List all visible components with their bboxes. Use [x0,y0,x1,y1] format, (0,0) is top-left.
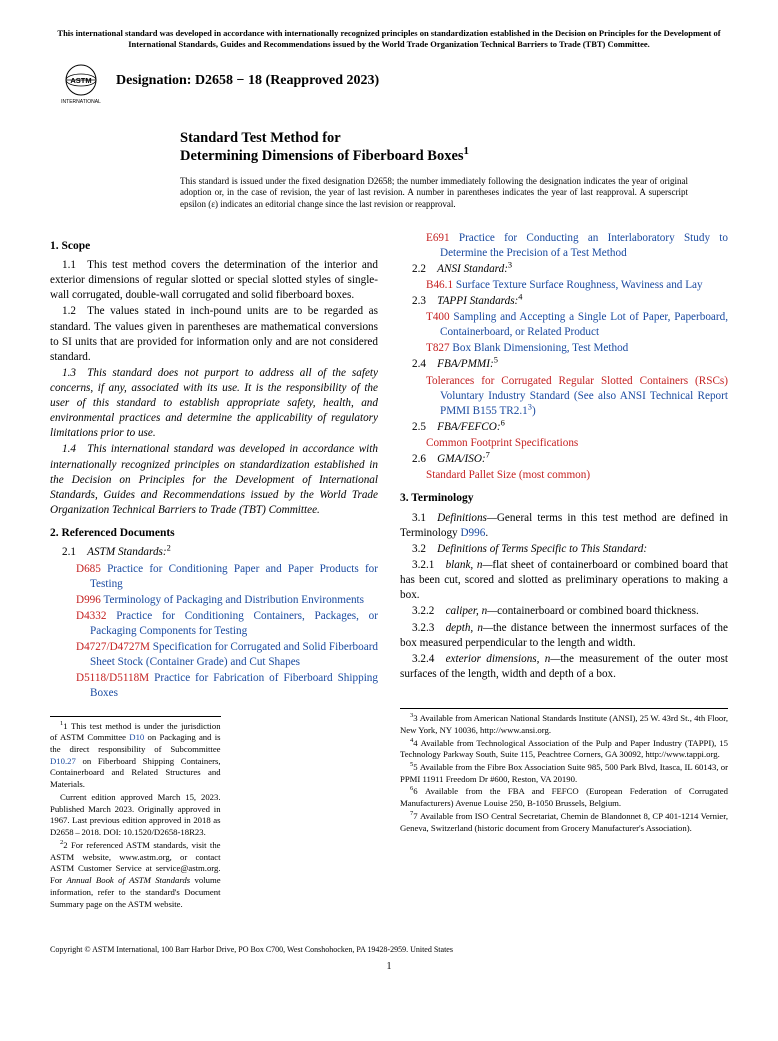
para-3-2: 3.2 Definitions of Terms Specific to Thi… [400,542,728,557]
left-column: 1. Scope 1.1 This test method covers the… [50,231,378,912]
para-3-2-4: 3.2.4 exterior dimensions, n—the measure… [400,652,728,682]
designation-text: Designation: D2658 − 18 (Reapproved 2023… [116,72,379,91]
body-columns: 1. Scope 1.1 This test method covers the… [50,231,728,912]
astm-logo: ASTM INTERNATIONAL [56,63,106,105]
ref-rsc[interactable]: Tolerances for Corrugated Regular Slotte… [400,374,728,419]
para-2-2: 2.2 ANSI Standard:3 [400,262,728,277]
document-title: Standard Test Method for Determining Dim… [180,129,728,165]
svg-text:INTERNATIONAL: INTERNATIONAL [61,99,101,105]
ref-d685[interactable]: D685 Practice for Conditioning Paper and… [50,562,378,592]
terminology-heading: 3. Terminology [400,491,728,507]
footnote-1: 11 This test method is under the jurisdi… [50,721,221,791]
title-prefix: Standard Test Method for [180,129,728,147]
page-number: 1 [50,960,728,974]
para-1-1: 1.1 This test method covers the determin… [50,258,378,303]
referenced-docs-heading: 2. Referenced Documents [50,526,378,542]
para-1-3: 1.3 This standard does not purport to ad… [50,366,378,442]
para-2-5: 2.5 FBA/FEFCO:6 [400,420,728,435]
footnotes-left: 11 This test method is under the jurisdi… [50,716,221,911]
footnote-4: 44 Available from Technological Associat… [400,738,728,761]
ref-b461[interactable]: B46.1 Surface Texture Surface Roughness,… [400,278,728,293]
para-2-6: 2.6 GMA/ISO:7 [400,452,728,467]
footnote-7: 77 Available from ISO Central Secretaria… [400,811,728,834]
ref-e691[interactable]: E691 Practice for Conducting an Interlab… [400,231,728,261]
para-3-2-2: 3.2.2 caliper, n—containerboard or combi… [400,604,728,619]
footnote-1b: Current edition approved March 15, 2023.… [50,792,221,839]
para-3-2-3: 3.2.3 depth, n—the distance between the … [400,621,728,651]
ref-t827[interactable]: T827 Box Blank Dimensioning, Test Method [400,341,728,356]
ref-t400[interactable]: T400 Sampling and Accepting a Single Lot… [400,310,728,340]
ref-d996[interactable]: D996 Terminology of Packaging and Distri… [50,593,378,608]
footnote-2: 22 For referenced ASTM standards, visit … [50,840,221,910]
ref-d5118/d5118m[interactable]: D5118/D5118M Practice for Fabrication of… [50,671,378,701]
ref-pallet[interactable]: Standard Pallet Size (most common) [400,468,728,483]
ref-d4727/d4727m[interactable]: D4727/D4727M Specification for Corrugate… [50,640,378,670]
svg-text:ASTM: ASTM [70,76,91,85]
title-main: Determining Dimensions of Fiberboard Box… [180,147,728,165]
ref-cfs[interactable]: Common Footprint Specifications [400,436,728,451]
para-1-4: 1.4 This international standard was deve… [50,442,378,518]
right-column: E691 Practice for Conducting an Interlab… [400,231,728,912]
para-1-2: 1.2 The values stated in inch-pound unit… [50,304,378,364]
para-2-4: 2.4 FBA/PMMI:5 [400,357,728,372]
issuance-note: This standard is issued under the fixed … [180,176,688,211]
scope-heading: 1. Scope [50,239,378,255]
para-3-1: 3.1 Definitions—General terms in this te… [400,511,728,541]
footnotes-right: 33 Available from American National Stan… [400,708,728,834]
footnote-6: 66 Available from the FBA and FEFCO (Eur… [400,786,728,809]
footnote-5: 55 Available from the Fibre Box Associat… [400,762,728,785]
committee-header-note: This international standard was develope… [50,28,728,49]
para-2-3: 2.3 TAPPI Standards:4 [400,294,728,309]
para-2-1: 2.1 ASTM Standards:2 [50,545,378,560]
designation-row: ASTM INTERNATIONAL Designation: D2658 − … [56,63,728,105]
para-3-2-1: 3.2.1 blank, n—flat sheet of containerbo… [400,558,728,603]
copyright-line: Copyright © ASTM International, 100 Barr… [50,945,728,956]
footnote-3: 33 Available from American National Stan… [400,713,728,736]
ref-d4332[interactable]: D4332 Practice for Conditioning Containe… [50,609,378,639]
